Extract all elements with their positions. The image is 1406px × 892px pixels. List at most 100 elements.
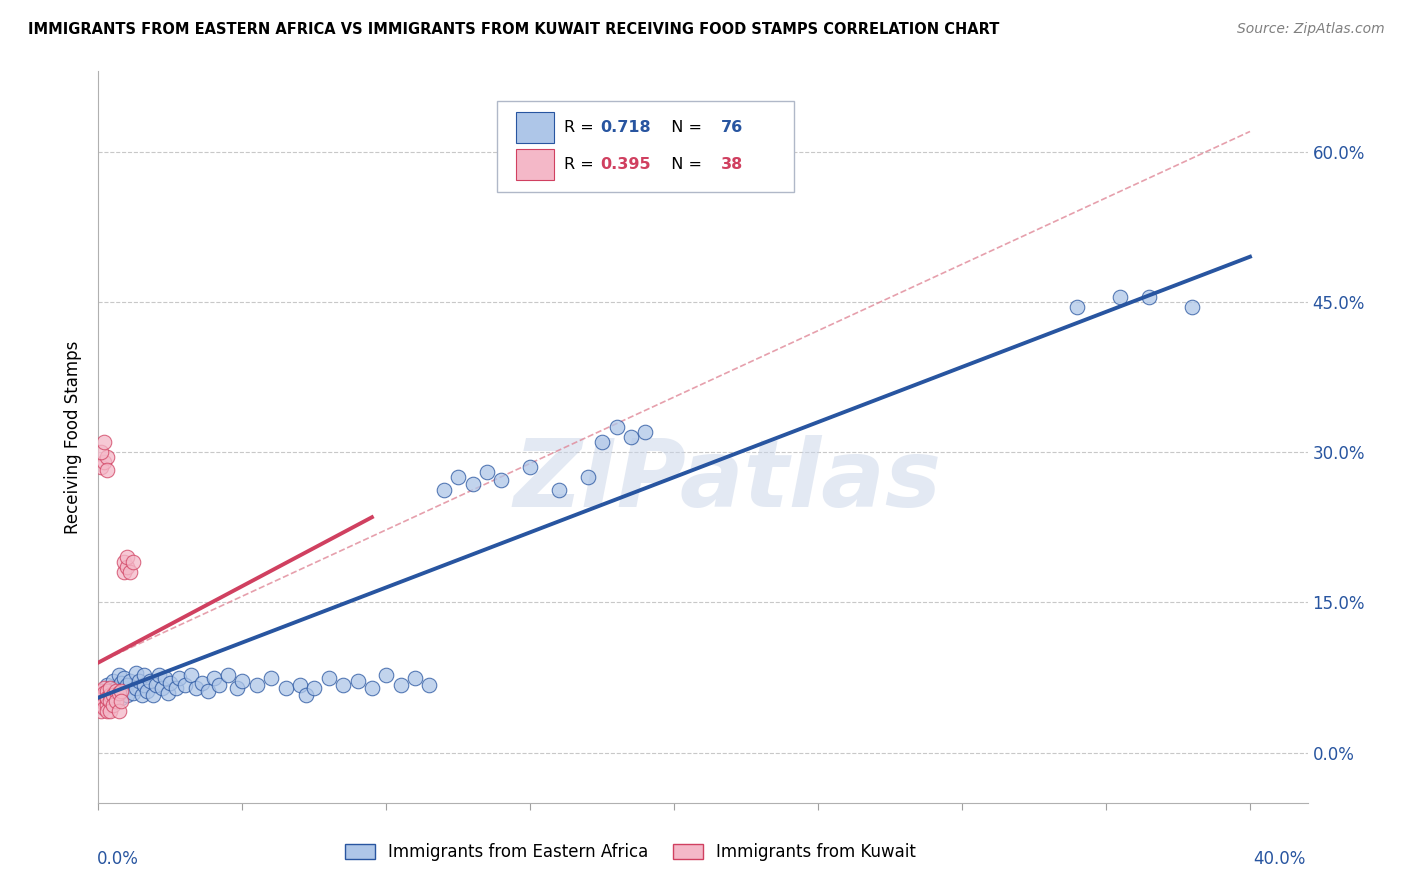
Point (98, 681, 121, 695)
Point (107, 667, 129, 681)
Point (115, 677, 138, 691)
Text: 0.718: 0.718 (600, 120, 651, 136)
Point (208, 677, 231, 691)
Point (186, 681, 208, 695)
Point (90, 704, 112, 718)
Point (145, 677, 167, 691)
Point (96, 698, 118, 712)
Point (519, 460, 541, 475)
FancyBboxPatch shape (516, 149, 554, 179)
Point (101, 688, 124, 702)
Point (90, 460, 112, 475)
Point (202, 671, 225, 685)
Point (139, 673, 162, 688)
Point (93, 688, 115, 702)
Point (173, 677, 195, 691)
Point (491, 473, 513, 487)
Point (112, 671, 135, 685)
Text: R =: R = (564, 120, 599, 136)
Text: IMMIGRANTS FROM EASTERN AFRICA VS IMMIGRANTS FROM KUWAIT RECEIVING FOOD STAMPS C: IMMIGRANTS FROM EASTERN AFRICA VS IMMIGR… (28, 22, 1000, 37)
Point (548, 483, 571, 498)
Point (165, 681, 187, 695)
Point (461, 477, 484, 491)
Point (96, 450, 118, 464)
Point (447, 470, 470, 484)
Point (115, 560, 138, 574)
Text: N =: N = (661, 120, 707, 136)
Point (1066, 300, 1088, 314)
Point (418, 677, 440, 691)
Point (150, 681, 173, 695)
Point (98, 698, 121, 712)
Point (1181, 300, 1204, 314)
Point (115, 688, 138, 702)
Point (191, 675, 214, 690)
Point (93, 435, 115, 450)
Point (159, 675, 181, 690)
Point (134, 677, 156, 691)
Point (389, 677, 412, 691)
Point (260, 671, 283, 685)
Point (107, 704, 129, 718)
Point (93, 455, 115, 469)
Text: 0.0%: 0.0% (97, 850, 139, 868)
Point (346, 673, 368, 688)
Point (112, 555, 135, 569)
Point (606, 420, 628, 434)
Point (110, 675, 132, 690)
Point (98, 683, 121, 698)
Point (375, 667, 398, 681)
Text: 76: 76 (721, 120, 744, 136)
Point (93, 681, 115, 695)
Point (128, 673, 150, 688)
Point (96, 704, 118, 718)
Point (134, 667, 156, 681)
Text: N =: N = (661, 157, 707, 172)
Point (104, 681, 127, 695)
Point (274, 681, 297, 695)
Point (107, 685, 129, 699)
Point (90, 445, 112, 459)
Point (304, 681, 326, 695)
Point (93, 685, 115, 699)
Point (148, 667, 170, 681)
Text: 0.395: 0.395 (600, 157, 651, 172)
Point (246, 677, 269, 691)
Point (153, 671, 176, 685)
Point (620, 430, 643, 444)
Point (101, 673, 124, 688)
Point (318, 671, 340, 685)
Point (110, 683, 132, 698)
Point (93, 696, 115, 710)
Point (217, 667, 239, 681)
Point (591, 435, 613, 450)
Point (104, 693, 127, 707)
FancyBboxPatch shape (516, 112, 554, 143)
Point (167, 671, 190, 685)
Point (112, 681, 135, 695)
Point (1109, 290, 1132, 304)
Text: 38: 38 (721, 157, 744, 172)
Point (98, 704, 121, 718)
Point (96, 463, 118, 477)
Point (93, 700, 115, 714)
Point (96, 677, 118, 691)
Text: R =: R = (564, 157, 599, 172)
Point (104, 683, 127, 698)
Point (433, 483, 456, 498)
Point (101, 698, 124, 712)
Point (98, 688, 121, 702)
Point (231, 673, 253, 688)
Point (98, 693, 121, 707)
Point (110, 690, 132, 705)
Point (110, 693, 132, 707)
Point (136, 683, 159, 698)
Point (90, 698, 112, 712)
Point (404, 671, 426, 685)
Point (93, 685, 115, 699)
Point (142, 688, 165, 702)
Point (112, 566, 135, 580)
Point (90, 683, 112, 698)
Point (101, 688, 124, 702)
Point (180, 667, 202, 681)
